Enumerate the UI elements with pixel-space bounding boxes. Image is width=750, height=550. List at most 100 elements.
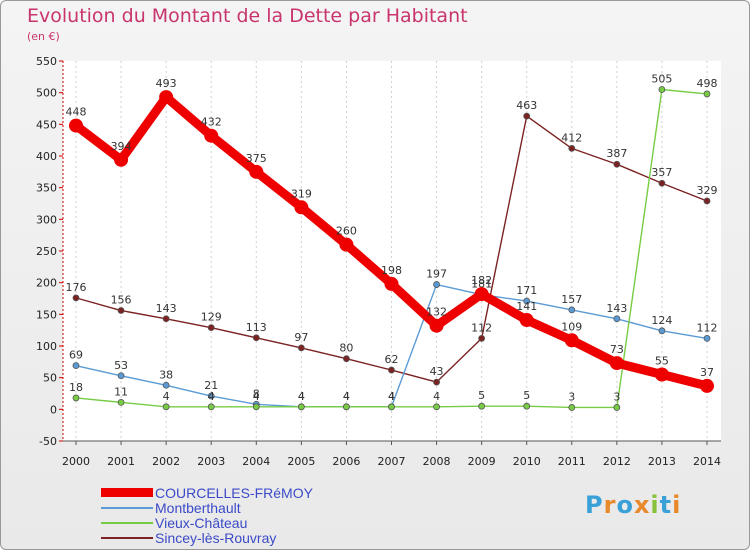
data-point-montberthault [117,372,125,380]
x-tick-label: 2002 [152,455,180,468]
y-tick-label: 300 [36,213,57,226]
data-label-courcelles-fre-moy: 375 [246,152,267,165]
data-label-courcelles-fre-moy: 394 [111,140,132,153]
y-tick-label: 500 [36,87,57,100]
data-label-montberthault: 69 [69,349,83,362]
data-label-montberthault: 4 [343,390,350,403]
y-tick-label: 150 [36,308,57,321]
data-label-courcelles-fre-moy: 198 [381,264,402,277]
data-label-vieux-cha-teau: 4 [163,390,170,403]
x-tick-label: 2014 [693,455,721,468]
proxiti-logo: Proxiti [585,491,681,519]
legend-item: Vieux-Château [101,515,313,531]
data-label-montberthault: 4 [298,390,305,403]
x-tick-label: 2007 [378,455,406,468]
x-tick-label: 2008 [423,455,451,468]
data-label-sincey-le-s-rouvray: 329 [697,184,718,197]
data-label-vieux-cha-teau: 4 [343,390,350,403]
y-tick-label: 100 [36,340,57,353]
data-point-vieux-cha-teau [162,403,170,411]
data-point-courcelles-fre-moy [204,128,219,143]
logo-letter: P [585,491,604,519]
legend: COURCELLES-FRéMOY Montberthault Vieux-Chât… [101,485,313,546]
data-point-courcelles-fre-moy [564,333,579,348]
data-label-vieux-cha-teau: 4 [388,390,395,403]
x-tick-label: 2012 [603,455,631,468]
data-point-sincey-le-s-rouvray [162,315,170,323]
data-label-vieux-cha-teau: 4 [298,390,305,403]
data-point-sincey-le-s-rouvray [568,144,576,152]
data-label-vieux-cha-teau: 5 [478,389,485,402]
data-label-courcelles-fre-moy: 55 [655,355,669,368]
chart-unit: (en €) [27,30,60,43]
line-chart: -50 0 50 100 150 200 250 300 350 400 450 500 550 2000… [36,55,721,468]
data-point-vieux-cha-teau [658,86,666,93]
data-point-vieux-cha-teau [433,403,440,411]
x-tick-label: 2010 [513,455,541,468]
data-label-courcelles-fre-moy: 37 [700,366,714,379]
data-label-courcelles-fre-moy: 182 [471,274,492,287]
data-point-sincey-le-s-rouvray [117,307,125,314]
data-point-courcelles-fre-moy [114,152,129,167]
data-label-sincey-le-s-rouvray: 156 [111,294,132,307]
data-point-courcelles-fre-moy [429,318,444,333]
data-label-sincey-le-s-rouvray: 112 [471,321,492,334]
x-tick-label: 2009 [468,455,496,468]
y-tick-label: 550 [36,55,57,68]
data-label-montberthault: 4 [388,390,395,403]
data-point-sincey-le-s-rouvray [72,294,80,302]
data-point-courcelles-fre-moy [159,90,174,105]
data-label-courcelles-fre-moy: 493 [156,77,177,90]
data-point-courcelles-fre-moy [654,367,669,382]
data-label-montberthault: 124 [651,314,672,327]
data-point-sincey-le-s-rouvray [343,355,350,363]
data-point-courcelles-fre-moy [609,356,624,371]
x-tick-label: 2013 [648,455,676,468]
data-label-courcelles-fre-moy: 132 [426,306,447,319]
data-label-vieux-cha-teau: 4 [433,390,440,403]
data-point-sincey-le-s-rouvray [297,344,305,352]
data-label-montberthault: 157 [561,293,582,306]
y-tick-label: 250 [36,245,57,258]
legend-swatch [101,521,153,524]
data-label-montberthault: 38 [159,368,173,381]
x-tick-label: 2000 [62,455,90,468]
legend-item: Montberthault [101,500,313,516]
legend-swatch [101,488,153,497]
data-point-courcelles-fre-moy [519,313,534,328]
data-point-sincey-le-s-rouvray [523,112,531,120]
x-tick-label: 2005 [287,455,315,468]
data-label-courcelles-fre-moy: 319 [291,187,312,200]
data-point-vieux-cha-teau [72,394,80,402]
logo-letter: i [650,491,660,519]
data-label-sincey-le-s-rouvray: 357 [651,166,672,179]
data-label-montberthault: 171 [516,284,537,297]
data-point-vieux-cha-teau [568,404,576,411]
data-point-montberthault [703,334,711,342]
data-point-montberthault [433,281,440,288]
y-tick-label: 450 [36,118,57,131]
y-tick-label: 400 [36,150,57,163]
data-point-montberthault [613,315,621,323]
data-label-vieux-cha-teau: 4 [208,390,215,403]
legend-label: Sincey-lès-Rouvray [155,529,277,546]
logo-letter: x [633,491,651,519]
data-label-vieux-cha-teau: 18 [69,381,83,394]
data-point-courcelles-fre-moy [700,378,714,393]
data-point-sincey-le-s-rouvray [207,324,215,332]
data-label-vieux-cha-teau: 505 [651,73,672,86]
data-label-courcelles-fre-moy: 109 [561,320,582,333]
data-point-vieux-cha-teau [478,402,486,410]
data-point-vieux-cha-teau [613,404,621,411]
logo-letter: i [672,491,682,519]
data-label-courcelles-fre-moy: 260 [336,225,357,238]
data-point-vieux-cha-teau [388,403,395,411]
data-point-sincey-le-s-rouvray [703,197,711,205]
data-label-montberthault: 53 [114,359,128,372]
data-point-montberthault [72,362,80,370]
chart-title: Evolution du Montant de la Dette par Hab… [27,5,468,27]
legend-swatch [101,506,153,509]
data-label-sincey-le-s-rouvray: 43 [430,365,444,378]
data-point-vieux-cha-teau [297,403,305,411]
